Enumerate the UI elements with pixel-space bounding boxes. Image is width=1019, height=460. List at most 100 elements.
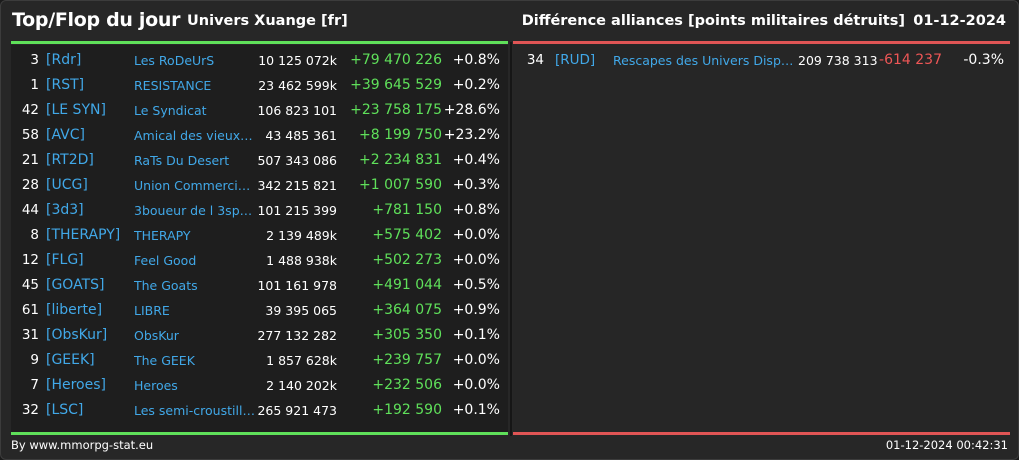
alliance-name-link[interactable]: Rescapes des Univers Disparus (613, 53, 799, 68)
alliance-tag-link[interactable]: [AVC] (46, 127, 85, 143)
alliance-diff: +8 199 750 (359, 127, 442, 143)
alliance-diff: +781 150 (372, 202, 442, 218)
alliance-name-link[interactable]: 3boueur de l 3space (134, 203, 255, 218)
alliance-diff: +239 757 (372, 352, 442, 368)
generated-timestamp: 01-12-2024 00:42:31 (885, 438, 1008, 452)
ranking-type-label: Différence alliances [points militaires … (521, 13, 905, 29)
alliance-row: 21 [RT2D] RaTs Du Desert 507 343 086 +2 234 … (11, 148, 508, 173)
alliance-tag-link[interactable]: [THERAPY] (46, 227, 121, 243)
header: Top/Flop du jour Univers Xuange [fr] Dif… (1, 1, 1018, 41)
flop-panel (513, 45, 1010, 432)
alliance-percent: +0.4% (452, 152, 500, 168)
alliance-diff: +39 645 529 (350, 77, 442, 93)
alliance-diff: +575 402 (372, 227, 442, 243)
alliance-name-link[interactable]: Les semi-croustillants (134, 403, 255, 418)
alliance-points: 2 140 202k (266, 378, 337, 393)
flop-bottom-bar (513, 432, 1010, 435)
alliance-tag-link[interactable]: [LE SYN] (46, 102, 106, 118)
alliance-points: 209 738 313 (798, 53, 878, 68)
alliance-name-link[interactable]: Amical des vieux con (134, 128, 255, 143)
alliance-tag-link[interactable]: [GEEK] (46, 352, 95, 368)
alliance-tag-link[interactable]: [FLG] (46, 252, 84, 268)
alliance-points: 2 139 489k (266, 228, 337, 243)
alliance-name-link[interactable]: RaTs Du Desert (134, 153, 230, 168)
alliance-tag-link[interactable]: [LSC] (46, 402, 84, 418)
flop-accent-bar (513, 41, 1010, 44)
alliance-diff: +502 273 (372, 252, 442, 268)
alliance-rank: 1 (30, 77, 39, 93)
page-title: Top/Flop du jour (12, 9, 181, 31)
alliance-rank: 21 (21, 152, 39, 168)
alliance-rank: 32 (21, 402, 39, 418)
alliance-rank: 42 (21, 102, 39, 118)
alliance-diff: +2 234 831 (359, 152, 442, 168)
alliance-rank: 31 (21, 327, 39, 343)
alliance-row: 58 [AVC] Amical des vieux con 43 485 361 +8 … (11, 123, 508, 148)
alliance-points: 507 343 086 (257, 153, 337, 168)
alliance-tag-link[interactable]: [RT2D] (46, 152, 94, 168)
alliance-points: 1 857 628k (266, 353, 337, 368)
top-panel (11, 45, 508, 432)
alliance-percent: +0.8% (452, 202, 500, 218)
alliance-points: 101 215 399 (257, 203, 337, 218)
top-accent-bar (11, 41, 508, 44)
alliance-percent: -0.3% (963, 52, 1004, 68)
alliance-rank: 28 (21, 177, 39, 193)
alliance-row: 32 [LSC] Les semi-croustillants265 921 473… (11, 398, 508, 423)
alliance-percent: +0.1% (452, 327, 500, 343)
alliance-tag-link[interactable]: [RUD] (555, 52, 596, 68)
alliance-tag-link[interactable]: [liberte] (46, 302, 103, 318)
top-bottom-bar (11, 432, 508, 435)
alliance-tag-link[interactable]: [Rdr] (46, 52, 82, 68)
alliance-points: 23 462 599k (258, 78, 337, 93)
alliance-name-link[interactable]: Union Commerciale Galactique (134, 178, 255, 193)
alliance-row: 31 [ObsKur] ObsKur 277 132 282 +305 350 +0.1% (11, 323, 508, 348)
alliance-points: 39 395 065 (265, 303, 337, 318)
alliance-name-link[interactable]: ObsKur (134, 328, 179, 343)
alliance-tag-link[interactable]: [GOATS] (46, 277, 105, 293)
alliance-percent: +23.2% (443, 127, 500, 143)
alliance-diff: +364 075 (372, 302, 442, 318)
alliance-name-link[interactable]: The GEEK (134, 353, 195, 368)
alliance-name-link[interactable]: RESISTANCE (134, 78, 212, 93)
alliance-tag-link[interactable]: [UCG] (46, 177, 88, 193)
alliance-name-link[interactable]: LIBRE (134, 303, 170, 318)
alliance-rank: 58 (21, 127, 39, 143)
alliance-points: 277 132 282 (257, 328, 337, 343)
alliance-tag-link[interactable]: [ObsKur] (46, 327, 108, 343)
alliance-name-link[interactable]: Le Syndicat (134, 103, 207, 118)
alliance-name-link[interactable]: Heroes (134, 378, 178, 393)
alliance-row: 9 [GEEK] The GEEK 1 857 628k +239 757 +0.0% (11, 348, 508, 373)
alliance-name-link[interactable]: THERAPY (134, 228, 191, 243)
alliance-name-link[interactable]: Feel Good (134, 253, 197, 268)
alliance-name-link[interactable]: Les RoDeUrS (134, 53, 215, 68)
alliance-points: 342 215 821 (257, 178, 337, 193)
alliance-name-link[interactable]: The Goats (134, 278, 198, 293)
alliance-row: 34 [RUD] Rescapes des Univers Disparus 209 … (513, 48, 1010, 73)
alliance-diff: +79 470 226 (350, 52, 442, 68)
alliance-row: 42 [LE SYN] Le Syndicat 106 823 101 +23 758 … (11, 98, 508, 123)
alliance-percent: +0.9% (452, 302, 500, 318)
alliance-tag-link[interactable]: [Heroes] (46, 377, 106, 393)
alliance-points: 10 125 072k (258, 53, 337, 68)
alliance-percent: +0.0% (452, 252, 500, 268)
alliance-row: 28 [UCG] Union Commerciale Galactique342 2… (11, 173, 508, 198)
alliance-percent: +0.0% (452, 352, 500, 368)
alliance-row: 44 [3d3] 3boueur de l 3space 101 215 399 +78… (11, 198, 508, 223)
alliance-row: 7 [Heroes] Heroes 2 140 202k +232 506 +0.0% (11, 373, 508, 398)
alliance-tag-link[interactable]: [3d3] (46, 202, 84, 218)
alliance-rank: 45 (21, 277, 39, 293)
alliance-tag-link[interactable]: [RST] (46, 77, 85, 93)
alliance-percent: +0.1% (452, 402, 500, 418)
alliance-rank: 8 (30, 227, 39, 243)
alliance-rank: 44 (21, 202, 39, 218)
panel-divider (510, 42, 512, 436)
alliance-percent: +0.2% (452, 77, 500, 93)
alliance-rank: 9 (30, 352, 39, 368)
alliance-row: 45 [GOATS] The Goats 101 161 978 +491 044 +0.… (11, 273, 508, 298)
alliance-rank: 3 (30, 52, 39, 68)
alliance-percent: +0.0% (452, 227, 500, 243)
source-credit: By www.mmorpg-stat.eu (11, 438, 154, 452)
alliance-diff: +192 590 (372, 402, 442, 418)
